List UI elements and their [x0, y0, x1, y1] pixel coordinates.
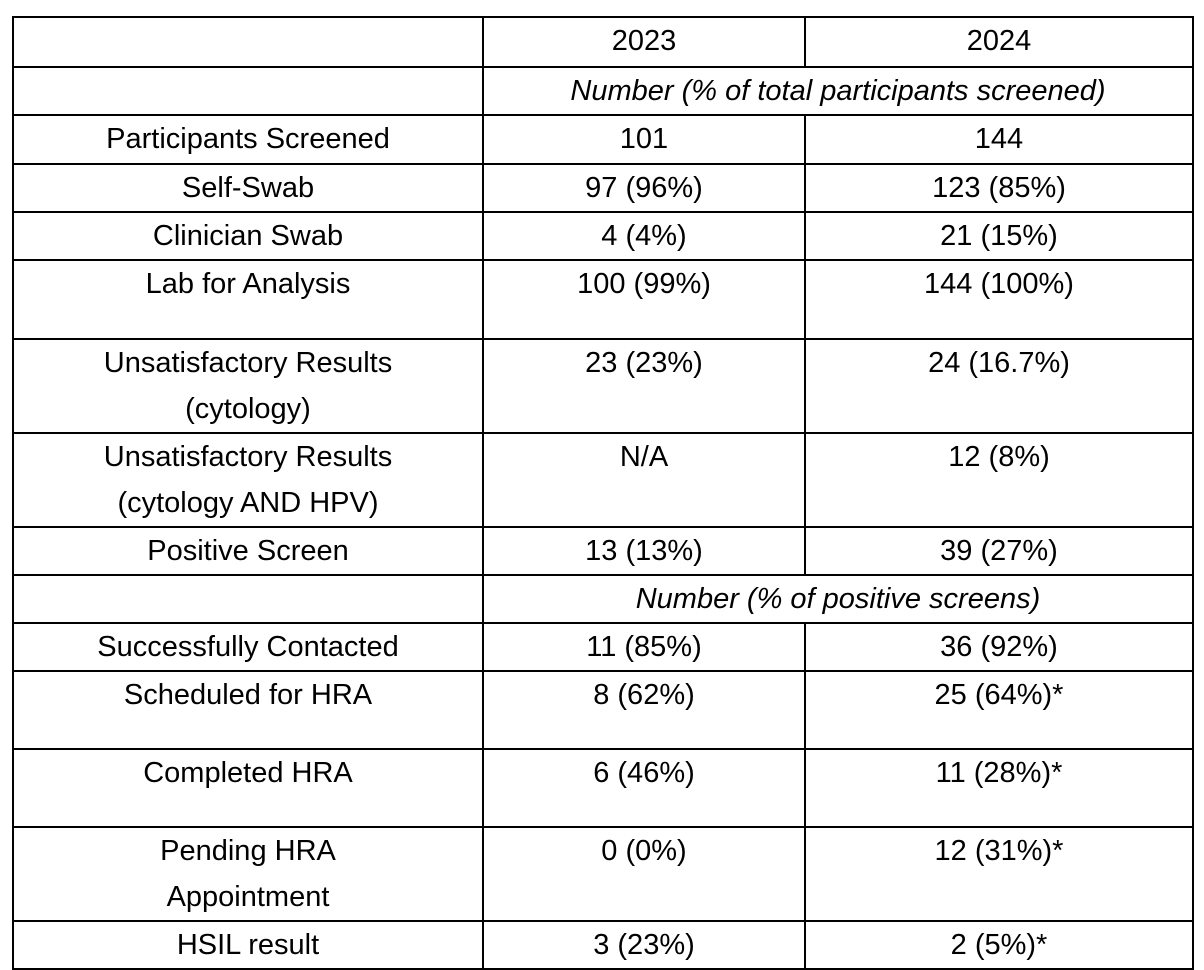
- value-2023: 13 (13%): [482, 526, 806, 576]
- table-row: Positive Screen 13 (13%) 39 (27%): [12, 526, 1194, 576]
- table-row: Participants Screened 101 144: [12, 114, 1194, 165]
- value-2023: 8 (62%): [482, 670, 806, 750]
- header-empty-cell: [12, 16, 484, 68]
- table-row: Unsatisfactory Results (cytology) 23 (23…: [12, 338, 1194, 434]
- row-label: Positive Screen: [12, 526, 484, 576]
- table-row: Pending HRA Appointment 0 (0%) 12 (31%)*: [12, 826, 1194, 922]
- value-2023: 97 (96%): [482, 163, 806, 213]
- subheader-empty-cell: [12, 66, 484, 116]
- subheader-row-total: Number (% of total participants screened…: [12, 66, 1194, 116]
- value-2024: 25 (64%)*: [804, 670, 1194, 750]
- value-2023: 3 (23%): [482, 920, 806, 970]
- header-year-2024: 2024: [804, 16, 1194, 68]
- value-2023: 101: [482, 114, 806, 165]
- row-label: Participants Screened: [12, 114, 484, 165]
- subheader-row-positive: Number (% of positive screens): [12, 574, 1194, 624]
- value-2024: 21 (15%): [804, 211, 1194, 261]
- value-2023: 100 (99%): [482, 259, 806, 340]
- table-row: Unsatisfactory Results (cytology AND HPV…: [12, 432, 1194, 528]
- value-2023: 23 (23%): [482, 338, 806, 434]
- row-label: Clinician Swab: [12, 211, 484, 261]
- table-row: Successfully Contacted 11 (85%) 36 (92%): [12, 622, 1194, 672]
- value-2023: 0 (0%): [482, 826, 806, 922]
- row-label: Successfully Contacted: [12, 622, 484, 672]
- table-row: Clinician Swab 4 (4%) 21 (15%): [12, 211, 1194, 261]
- value-2024: 24 (16.7%): [804, 338, 1194, 434]
- value-2023: N/A: [482, 432, 806, 528]
- value-2024: 12 (8%): [804, 432, 1194, 528]
- results-table: 2023 2024 Number (% of total participant…: [12, 16, 1194, 970]
- table-row: Lab for Analysis 100 (99%) 144 (100%): [12, 259, 1194, 340]
- subheader-positive-label: Number (% of positive screens): [482, 574, 1194, 624]
- table-row: Completed HRA 6 (46%) 11 (28%)*: [12, 748, 1194, 828]
- subheader-empty-cell: [12, 574, 484, 624]
- row-label: Unsatisfactory Results (cytology AND HPV…: [12, 432, 484, 528]
- row-label: Completed HRA: [12, 748, 484, 828]
- table-row: HSIL result 3 (23%) 2 (5%)*: [12, 920, 1194, 970]
- value-2024: 11 (28%)*: [804, 748, 1194, 828]
- value-2023: 6 (46%): [482, 748, 806, 828]
- row-label: Pending HRA Appointment: [12, 826, 484, 922]
- table-row: Self-Swab 97 (96%) 123 (85%): [12, 163, 1194, 213]
- header-year-2023: 2023: [482, 16, 806, 68]
- row-label: Unsatisfactory Results (cytology): [12, 338, 484, 434]
- value-2024: 39 (27%): [804, 526, 1194, 576]
- table-row: Scheduled for HRA 8 (62%) 25 (64%)*: [12, 670, 1194, 750]
- value-2024: 123 (85%): [804, 163, 1194, 213]
- value-2024: 12 (31%)*: [804, 826, 1194, 922]
- value-2024: 144 (100%): [804, 259, 1194, 340]
- row-label: Scheduled for HRA: [12, 670, 484, 750]
- row-label: HSIL result: [12, 920, 484, 970]
- value-2023: 11 (85%): [482, 622, 806, 672]
- value-2024: 2 (5%)*: [804, 920, 1194, 970]
- value-2023: 4 (4%): [482, 211, 806, 261]
- value-2024: 144: [804, 114, 1194, 165]
- row-label: Self-Swab: [12, 163, 484, 213]
- value-2024: 36 (92%): [804, 622, 1194, 672]
- row-label: Lab for Analysis: [12, 259, 484, 340]
- header-row: 2023 2024: [12, 16, 1194, 68]
- subheader-total-label: Number (% of total participants screened…: [482, 66, 1194, 116]
